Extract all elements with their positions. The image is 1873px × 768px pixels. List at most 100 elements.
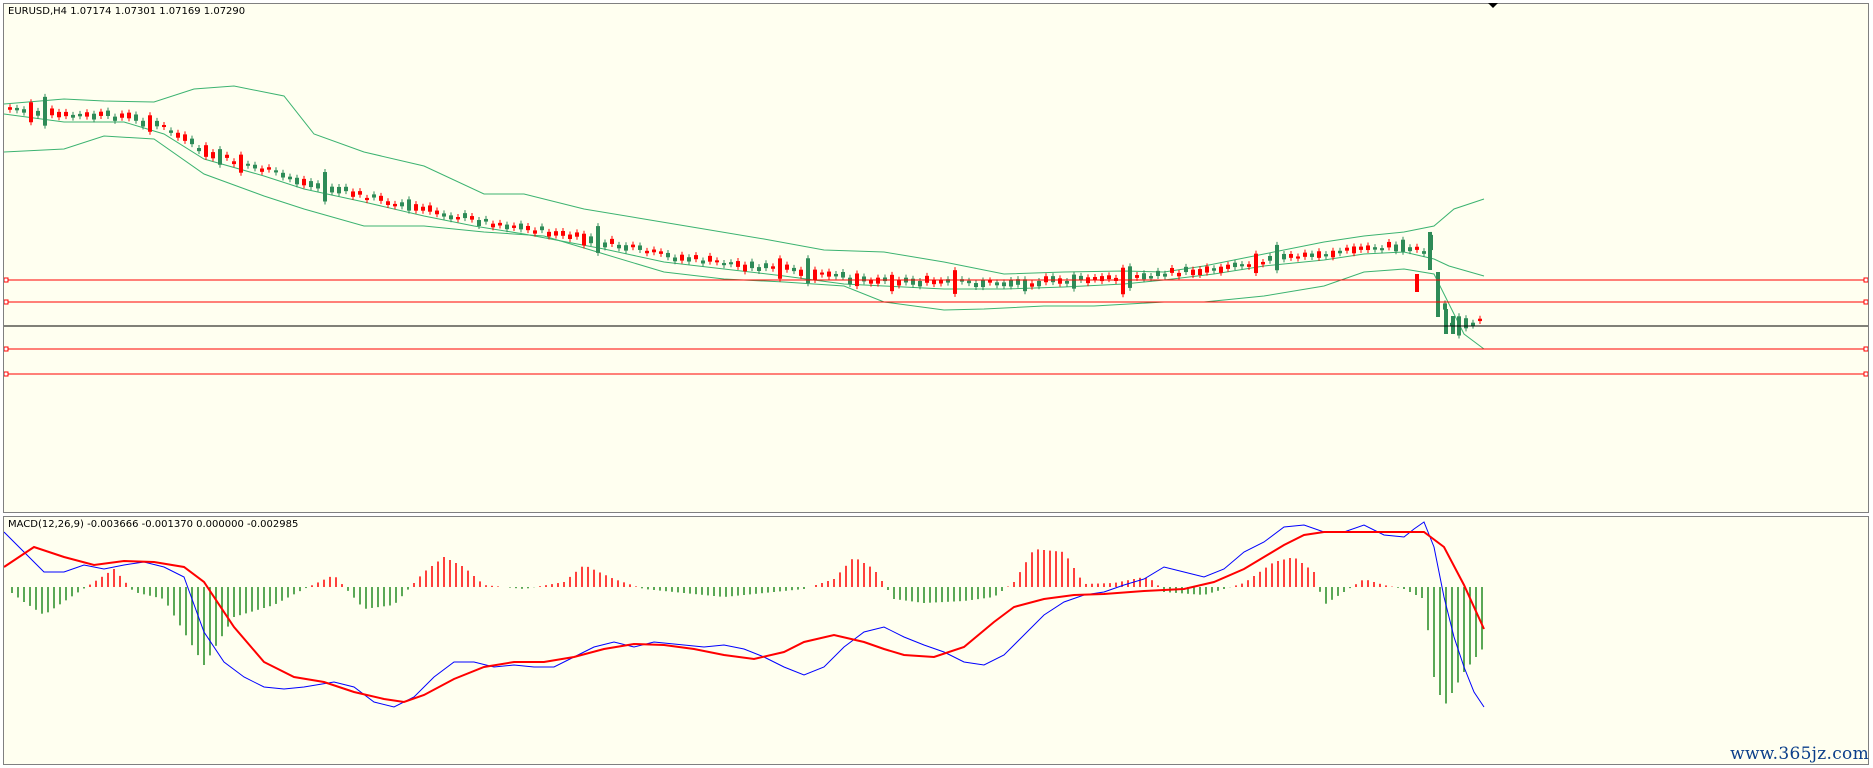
horizontal-level-handle xyxy=(1863,277,1868,283)
candle-body xyxy=(540,226,544,231)
candle-body xyxy=(666,252,670,258)
candle-body xyxy=(533,230,537,234)
candle-body xyxy=(554,231,558,236)
candle-body xyxy=(421,206,425,211)
candle-body xyxy=(358,191,362,195)
candle-body xyxy=(1212,268,1216,271)
candle-body xyxy=(1359,246,1363,250)
candle-body xyxy=(484,218,488,222)
candle-body xyxy=(1366,245,1370,251)
candle-body xyxy=(813,269,817,280)
candle-body xyxy=(841,272,845,278)
candle-body xyxy=(1051,276,1055,283)
candle-body xyxy=(981,280,985,288)
candle-body xyxy=(1009,280,1013,287)
horizontal-level-handle xyxy=(1863,371,1868,377)
candle-body xyxy=(610,238,614,244)
candle-body xyxy=(680,254,684,261)
horizontal-level-handle xyxy=(4,277,9,283)
candle-body xyxy=(1121,267,1125,295)
candle-body xyxy=(323,172,327,202)
candle-body xyxy=(806,258,810,284)
candle-body xyxy=(1268,255,1272,261)
candle-body xyxy=(176,132,180,138)
candle-body xyxy=(596,226,600,253)
candle-body xyxy=(988,280,992,283)
candle-body xyxy=(1163,273,1167,277)
candle-body xyxy=(253,164,257,169)
candle-body xyxy=(1415,246,1419,250)
candle-body xyxy=(820,272,824,275)
candle-body xyxy=(1233,262,1237,268)
candle-body xyxy=(624,245,628,251)
candle-body xyxy=(568,234,572,239)
candle-body xyxy=(827,271,831,277)
candle-body xyxy=(120,113,124,118)
candle-body xyxy=(722,263,726,266)
candle-body xyxy=(1023,279,1027,292)
candle-body xyxy=(1065,281,1069,284)
candle-body xyxy=(183,134,187,141)
candle-body xyxy=(239,154,243,173)
candle-body xyxy=(1191,269,1195,276)
candle-body xyxy=(1289,253,1293,258)
chart-shift-marker-icon[interactable] xyxy=(1488,3,1498,8)
candle-body xyxy=(1428,232,1432,270)
candle-body xyxy=(1226,264,1230,269)
candle-body xyxy=(15,107,19,111)
candle-body xyxy=(757,267,761,272)
candle-body xyxy=(64,111,68,117)
macd-signal-line xyxy=(4,531,1485,704)
candle-body xyxy=(218,149,222,165)
candle-body xyxy=(582,233,586,246)
candle-body xyxy=(8,107,12,110)
candle-body xyxy=(701,260,705,264)
candle-body xyxy=(673,257,677,262)
candle-body xyxy=(379,195,383,201)
horizontal-level-handle xyxy=(1863,299,1868,305)
candle-body xyxy=(309,181,313,188)
candle-body xyxy=(1387,241,1391,248)
candle-body xyxy=(932,280,936,285)
candle-body xyxy=(1352,246,1356,254)
candle-body xyxy=(771,266,775,269)
candle-body xyxy=(1037,280,1041,287)
candle-body xyxy=(953,270,957,294)
candle-body xyxy=(1303,252,1307,257)
candle-body xyxy=(659,251,663,254)
candle-body xyxy=(204,145,208,157)
candle-body xyxy=(687,257,691,262)
candle-body xyxy=(974,283,978,288)
price-chart-canvas[interactable] xyxy=(4,4,1869,513)
candle-body xyxy=(260,168,264,172)
candle-body xyxy=(1114,277,1118,281)
candle-body xyxy=(435,210,439,215)
candle-body xyxy=(337,186,341,194)
candle-body xyxy=(1394,244,1398,252)
macd-main-line xyxy=(4,521,1485,708)
candle-body xyxy=(1443,303,1447,310)
candle-body xyxy=(1380,248,1384,251)
candle-body xyxy=(911,278,915,285)
candle-body xyxy=(365,197,369,201)
candle-body xyxy=(1471,322,1475,326)
price-chart-panel[interactable]: EURUSD,H4 1.07174 1.07301 1.07169 1.0729… xyxy=(3,3,1869,513)
candle-body xyxy=(281,172,285,178)
candle-body xyxy=(316,183,320,189)
candle-body xyxy=(71,114,75,118)
candle-body xyxy=(1444,309,1448,334)
candle-body xyxy=(134,114,138,121)
candle-body xyxy=(498,222,502,226)
candle-body xyxy=(1282,253,1286,260)
candle-body xyxy=(708,255,712,262)
candle-body xyxy=(946,279,950,283)
candle-body xyxy=(799,269,803,276)
candle-body xyxy=(78,113,82,117)
candle-body xyxy=(778,258,782,279)
macd-panel[interactable]: MACD(12,26,9) -0.003666 -0.001370 0.0000… xyxy=(3,516,1869,765)
candle-body xyxy=(400,202,404,207)
candle-body xyxy=(750,261,754,269)
macd-chart-canvas[interactable] xyxy=(4,517,1869,765)
candle-body xyxy=(127,112,131,119)
